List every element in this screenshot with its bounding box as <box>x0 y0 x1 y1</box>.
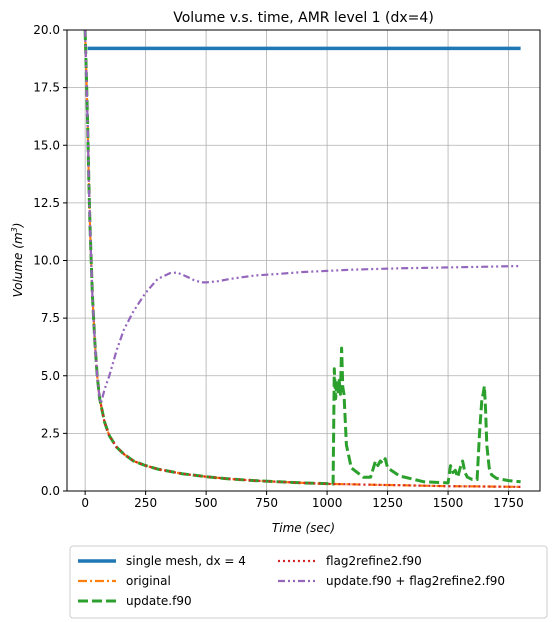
x-tick-label: 1750 <box>493 496 524 510</box>
series-line-2 <box>84 30 521 488</box>
x-tick-label: 1500 <box>433 496 464 510</box>
y-axis-label-unit-suffix: ) <box>11 223 25 229</box>
x-tick-label: 0 <box>81 496 89 510</box>
series-line-5 <box>84 30 521 405</box>
y-tick-label: 7.5 <box>41 311 60 325</box>
x-tick-label: 500 <box>195 496 218 510</box>
x-tick-label: 750 <box>255 496 278 510</box>
y-tick-label: 2.5 <box>41 426 60 440</box>
x-axis-label-main: Time <box>272 521 302 535</box>
y-axis-label-unit-prefix: (m <box>11 232 25 248</box>
y-tick-label: 20.0 <box>33 23 60 37</box>
legend-label-4: flag2refine2.f90 <box>326 554 422 568</box>
legend-label-5: update.f90 + flag2refine2.f90 <box>326 574 505 588</box>
y-tick-label: 10.0 <box>33 254 60 268</box>
y-axis-label: Volume (m3) <box>10 223 25 298</box>
x-axis-label: Time (sec) <box>272 521 335 535</box>
chart-title: Volume v.s. time, AMR level 1 (dx=4) <box>173 10 434 26</box>
legend-label-2: original <box>126 574 171 588</box>
y-tick-label: 15.0 <box>33 138 60 152</box>
y-axis-label-unit-exp: 3 <box>10 227 19 232</box>
legend: single mesh, dx = 4 original update.f90 fla… <box>69 545 548 619</box>
x-axis-label-unit: (sec) <box>305 521 335 535</box>
x-tick-label: 250 <box>134 496 157 510</box>
y-tick-label: 5.0 <box>41 369 60 383</box>
y-tick-label: 0.0 <box>41 484 60 498</box>
legend-label-1: single mesh, dx = 4 <box>126 554 246 568</box>
series-layer <box>83 30 521 488</box>
series-line-4 <box>84 30 521 488</box>
y-tick-label: 17.5 <box>33 81 60 95</box>
legend-label-3: update.f90 <box>126 594 192 608</box>
x-tick-label: 1250 <box>372 496 403 510</box>
axis-ticks: 0 250 500 750 1000 1250 1500 1750 0.0 2.5 5.0 7.5 10… <box>33 23 524 510</box>
grid <box>67 29 540 492</box>
y-tick-label: 12.5 <box>33 196 60 210</box>
series-line-3 <box>83 30 521 486</box>
y-axis-label-main: Volume <box>11 253 25 298</box>
x-tick-label: 1000 <box>312 496 343 510</box>
